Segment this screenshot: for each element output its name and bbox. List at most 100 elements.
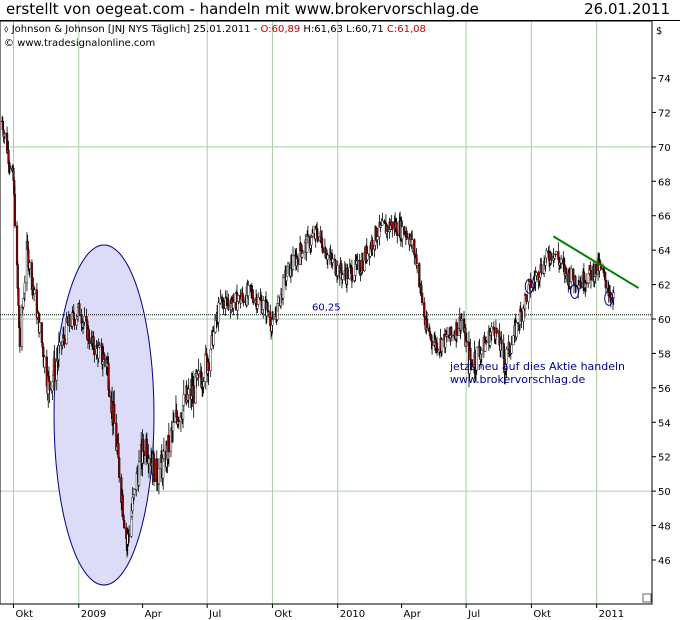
x-tick-label: Apr — [404, 609, 422, 620]
candle-body — [301, 253, 304, 258]
candle-body — [406, 233, 409, 239]
candle-body — [311, 232, 314, 237]
candle-body — [505, 349, 508, 365]
candle-body — [63, 338, 66, 344]
candle-body — [331, 258, 334, 263]
candle-body — [579, 281, 583, 288]
x-tick-label: Apr — [145, 609, 163, 620]
candle-body — [207, 361, 210, 371]
candle-body — [545, 250, 548, 259]
candle-body — [123, 519, 126, 528]
candle-body — [515, 322, 518, 338]
y-tick-label: 56 — [658, 384, 671, 395]
candle-body — [8, 165, 12, 169]
candle-body — [242, 296, 245, 303]
candle-body — [78, 303, 81, 316]
candle-body — [17, 288, 20, 306]
candle-body — [296, 258, 300, 265]
candle-body — [401, 226, 404, 240]
y-tick-label: 72 — [658, 108, 671, 119]
candle-body — [88, 339, 91, 344]
legend-high: H:61,63 — [303, 24, 343, 35]
candle-body — [530, 287, 533, 292]
candle-body — [450, 335, 454, 337]
legend-symbol: Johnson & Johnson [JNJ NYS Täglich] 25.0… — [11, 24, 261, 35]
candle-body — [172, 422, 175, 432]
candle-body — [584, 282, 588, 285]
candle-body — [247, 285, 250, 296]
promo-line-1: jetzt neu auf dies Aktie handeln — [449, 360, 625, 373]
candle-body — [128, 534, 131, 537]
candle-body — [103, 354, 106, 361]
y-tick-label: 46 — [658, 556, 671, 567]
candle-body — [22, 298, 25, 308]
legend-symbol-row: ⬨ Johnson & Johnson [JNJ NYS Täglich] 25… — [4, 24, 426, 35]
x-tick-label: 2011 — [599, 609, 624, 620]
chart-header-title: erstellt von oegeat.com - handeln mit ww… — [6, 0, 479, 18]
candle-body — [500, 339, 503, 344]
candle-body — [132, 488, 136, 495]
x-tick-label: 2009 — [81, 609, 106, 620]
candle-body — [490, 326, 493, 333]
candle-body — [589, 270, 593, 281]
candle-body — [604, 272, 607, 281]
candle-body — [291, 255, 295, 270]
candle-body — [98, 345, 101, 348]
candle-body — [411, 239, 414, 246]
candle-body — [75, 318, 78, 326]
candle-body — [13, 193, 16, 226]
x-tick-label: Okt — [15, 609, 33, 620]
candle-body — [58, 342, 61, 346]
y-tick-label: 48 — [658, 522, 671, 533]
candle-body — [108, 389, 111, 397]
candle-body — [237, 295, 240, 302]
candle-body — [525, 294, 528, 302]
candle-body — [113, 403, 116, 424]
resize-handle[interactable] — [642, 593, 652, 603]
candle-body — [550, 252, 553, 261]
candle-body — [197, 370, 200, 375]
legend-open: O:60,89 — [260, 24, 301, 35]
candle-body — [147, 458, 151, 464]
candle-body — [435, 342, 439, 353]
candle-body — [167, 435, 170, 453]
candle-body — [351, 280, 354, 282]
candle-body — [285, 275, 288, 281]
y-tick-label: 64 — [658, 246, 671, 257]
y-tick-label: 66 — [658, 212, 671, 223]
candle-body — [33, 289, 36, 294]
y-tick-label: 62 — [658, 281, 671, 292]
candle-body — [299, 243, 302, 252]
candle-body — [440, 339, 444, 352]
y-tick-label: 70 — [658, 143, 671, 154]
y-tick-label: 68 — [658, 177, 671, 188]
candle-body — [306, 234, 310, 237]
candle-body — [460, 318, 463, 321]
candle-body — [510, 344, 513, 354]
legend-close: C:61,08 — [386, 24, 426, 35]
candle-body — [560, 258, 563, 264]
candle-body — [361, 260, 364, 272]
candle-body — [262, 300, 265, 310]
candle-body — [16, 264, 19, 289]
y-tick-label: 60 — [658, 315, 671, 326]
candle-body — [28, 262, 31, 269]
candle-body — [48, 381, 51, 390]
candle-body — [257, 297, 260, 305]
signal-marker — [604, 290, 614, 306]
candle-body — [565, 267, 568, 275]
candle-body — [570, 268, 573, 282]
candle-body — [121, 494, 124, 516]
candle-body — [18, 327, 21, 347]
candle-body — [574, 285, 578, 288]
x-tick-label: Jul — [208, 609, 221, 620]
candle-body — [470, 359, 473, 367]
candle-body — [381, 220, 384, 226]
trendline — [552, 235, 640, 289]
candle-body — [341, 274, 344, 280]
candle-body — [310, 237, 313, 246]
candle-body — [555, 251, 558, 255]
candle-body — [475, 347, 478, 371]
candle-body — [162, 450, 165, 459]
candle-body — [336, 265, 339, 276]
